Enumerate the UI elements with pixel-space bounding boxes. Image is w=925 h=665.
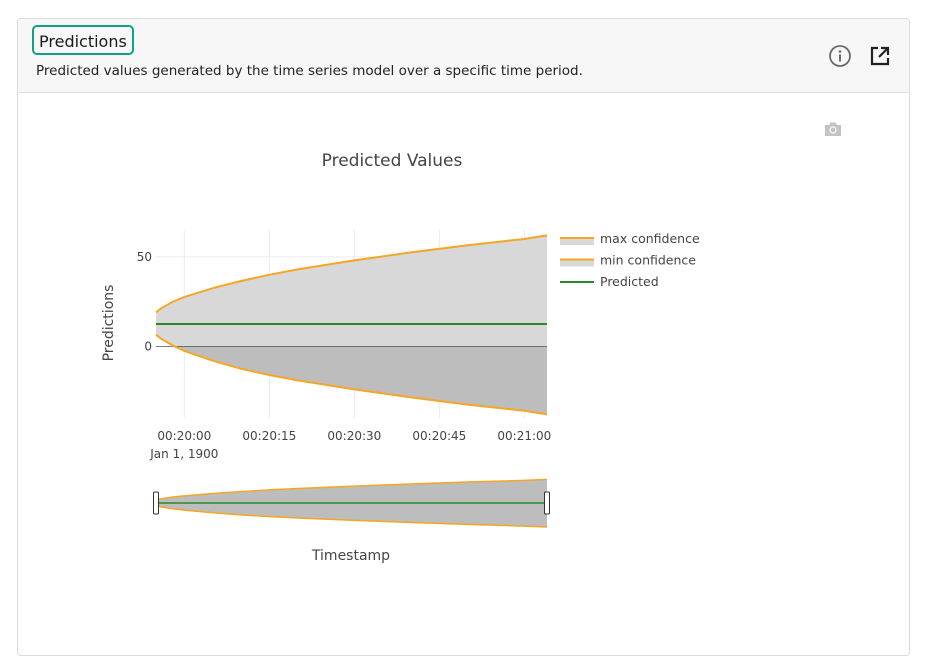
y-tick-label: 0 — [144, 339, 152, 353]
x-tick-label: 00:20:45 — [412, 429, 466, 443]
x-tick-label: 00:21:00 — [497, 429, 551, 443]
legend-label: min confidence — [600, 253, 696, 268]
legend: max confidence min confidence Predicted — [560, 231, 700, 289]
series-line-min-confidence — [155, 333, 548, 416]
legend-item[interactable]: min confidence — [560, 253, 696, 268]
card-subtitle: Predicted values generated by the time s… — [36, 63, 583, 79]
y-tick-label: 50 — [137, 250, 152, 264]
legend-label: Predicted — [600, 274, 659, 289]
info-icon[interactable] — [828, 44, 852, 68]
x-tick-label: 00:20:30 — [327, 429, 381, 443]
x-tick-label: 00:20:00 — [157, 429, 211, 443]
range-slider-right-handle[interactable] — [544, 491, 550, 515]
legend-item[interactable]: max confidence — [560, 231, 700, 246]
x-tick-sublabel: Jan 1, 1900 — [149, 447, 218, 461]
x-tick-label: 00:20:15 — [242, 429, 296, 443]
lower-confidence-band — [156, 346, 547, 415]
range-slider-min-line — [155, 505, 548, 528]
range-slider-max-line — [155, 478, 548, 501]
x-axis-title: Timestamp — [311, 548, 390, 564]
legend-fill-swatch — [560, 259, 594, 267]
legend-fill-swatch — [560, 238, 594, 245]
chart-title: Predicted Values — [322, 151, 463, 171]
legend-item[interactable]: Predicted — [560, 274, 659, 289]
range-slider-left-handle[interactable] — [153, 491, 159, 515]
series-line-max-confidence — [155, 234, 548, 314]
camera-icon[interactable] — [823, 120, 843, 138]
range-slider[interactable] — [153, 478, 550, 528]
y-axis-title: Predictions — [101, 285, 117, 362]
legend-label: max confidence — [600, 231, 700, 246]
card-title[interactable]: Predictions — [32, 25, 134, 55]
open-external-icon[interactable] — [868, 44, 892, 68]
card-header: Predictions Predicted values generated b… — [18, 19, 909, 93]
